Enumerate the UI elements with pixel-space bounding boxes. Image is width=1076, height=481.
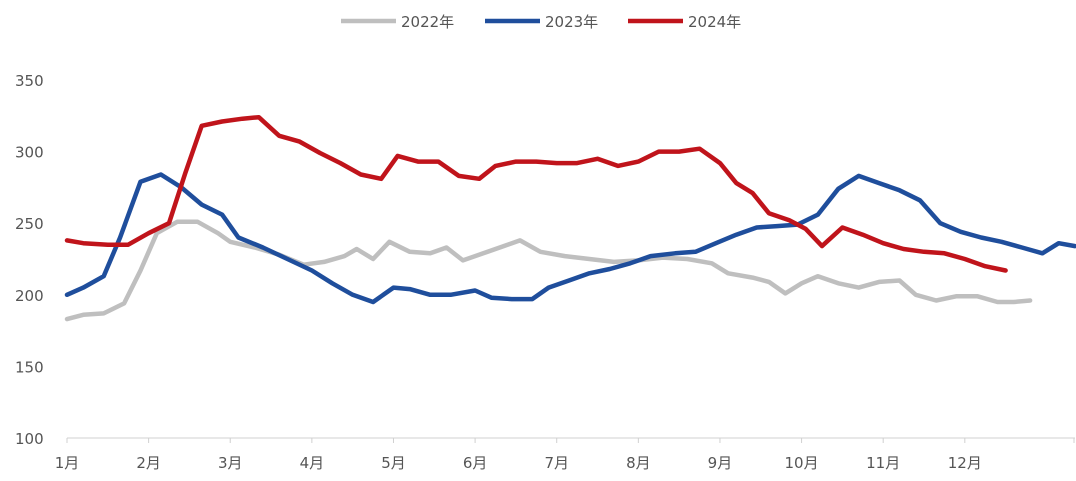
x-tick-label: 8月 bbox=[626, 454, 651, 472]
legend-label: 2024年 bbox=[688, 13, 741, 31]
legend-label: 2022年 bbox=[401, 13, 454, 31]
x-axis: 1月 2月 3月 4月 5月 6月 7月 8月 9月 10月 11月 12月 bbox=[55, 437, 1075, 472]
series-line-2022年 bbox=[64, 219, 1033, 322]
x-tick-label: 11月 bbox=[866, 454, 900, 472]
x-tick-label: 1月 bbox=[55, 454, 80, 472]
y-tick-label: 200 bbox=[15, 287, 44, 305]
y-tick-label: 300 bbox=[15, 144, 44, 162]
x-tick-label: 5月 bbox=[381, 454, 406, 472]
x-tick-label: 4月 bbox=[300, 454, 325, 472]
series-line-2023年 bbox=[64, 172, 1076, 305]
x-tick-label: 2月 bbox=[136, 454, 161, 472]
x-tick-label: 10月 bbox=[785, 454, 819, 472]
series-group bbox=[64, 114, 1076, 322]
x-tick-label: 7月 bbox=[544, 454, 569, 472]
y-tick-label: 100 bbox=[15, 430, 44, 448]
legend-label: 2023年 bbox=[545, 13, 598, 31]
x-tick-label: 12月 bbox=[948, 454, 982, 472]
legend: 2022年 2023年 2024年 bbox=[341, 13, 741, 31]
x-tick-label: 3月 bbox=[218, 454, 243, 472]
y-tick-label: 350 bbox=[15, 72, 44, 90]
y-axis: 100 150 200 250 300 350 bbox=[15, 72, 44, 448]
y-tick-label: 150 bbox=[15, 358, 44, 376]
series-line-2024年 bbox=[64, 114, 1008, 273]
x-tick-label: 9月 bbox=[708, 454, 733, 472]
x-tick-label: 6月 bbox=[463, 454, 488, 472]
y-tick-label: 250 bbox=[15, 215, 44, 233]
